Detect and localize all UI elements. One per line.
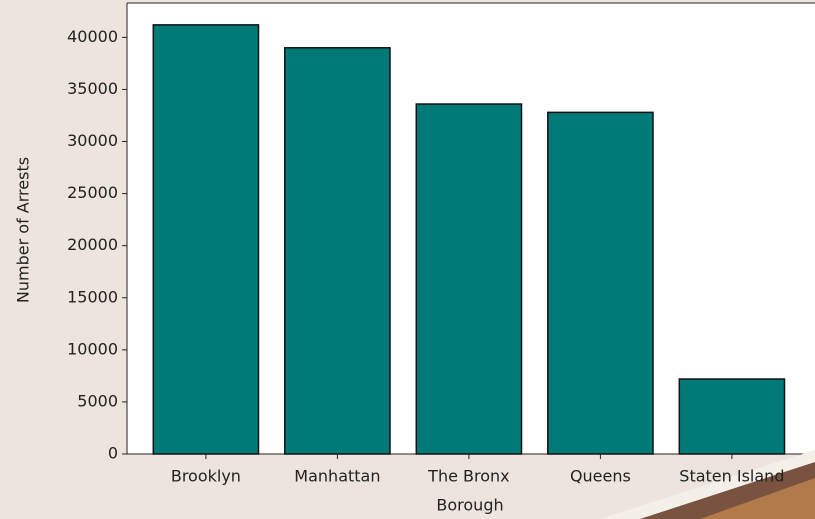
x-tick-label: The Bronx <box>427 467 509 486</box>
y-tick-label: 25000 <box>67 183 118 202</box>
y-tick-label: 35000 <box>67 79 118 98</box>
x-tick-label: Manhattan <box>294 467 380 486</box>
photo-overlay-detail <box>700 478 815 519</box>
bar <box>284 47 391 455</box>
x-tick-label: Brooklyn <box>171 467 241 486</box>
y-tick-label: 0 <box>108 444 118 463</box>
y-tick-label: 30000 <box>67 131 118 150</box>
y-tick-label: 15000 <box>67 287 118 306</box>
x-tick-label: Queens <box>570 467 631 486</box>
y-tick-label: 20000 <box>67 235 118 254</box>
x-axis-label: Borough <box>436 496 503 515</box>
y-tick-label: 10000 <box>67 339 118 358</box>
y-axis-label: Number of Arrests <box>14 157 33 303</box>
bar <box>415 103 523 455</box>
bar <box>547 111 654 455</box>
y-tick-label: 40000 <box>67 27 118 46</box>
y-tick-label: 5000 <box>77 391 118 410</box>
bar <box>152 24 260 455</box>
bar <box>678 378 786 455</box>
bars <box>152 24 786 455</box>
x-tick-label: Staten Island <box>679 467 784 486</box>
